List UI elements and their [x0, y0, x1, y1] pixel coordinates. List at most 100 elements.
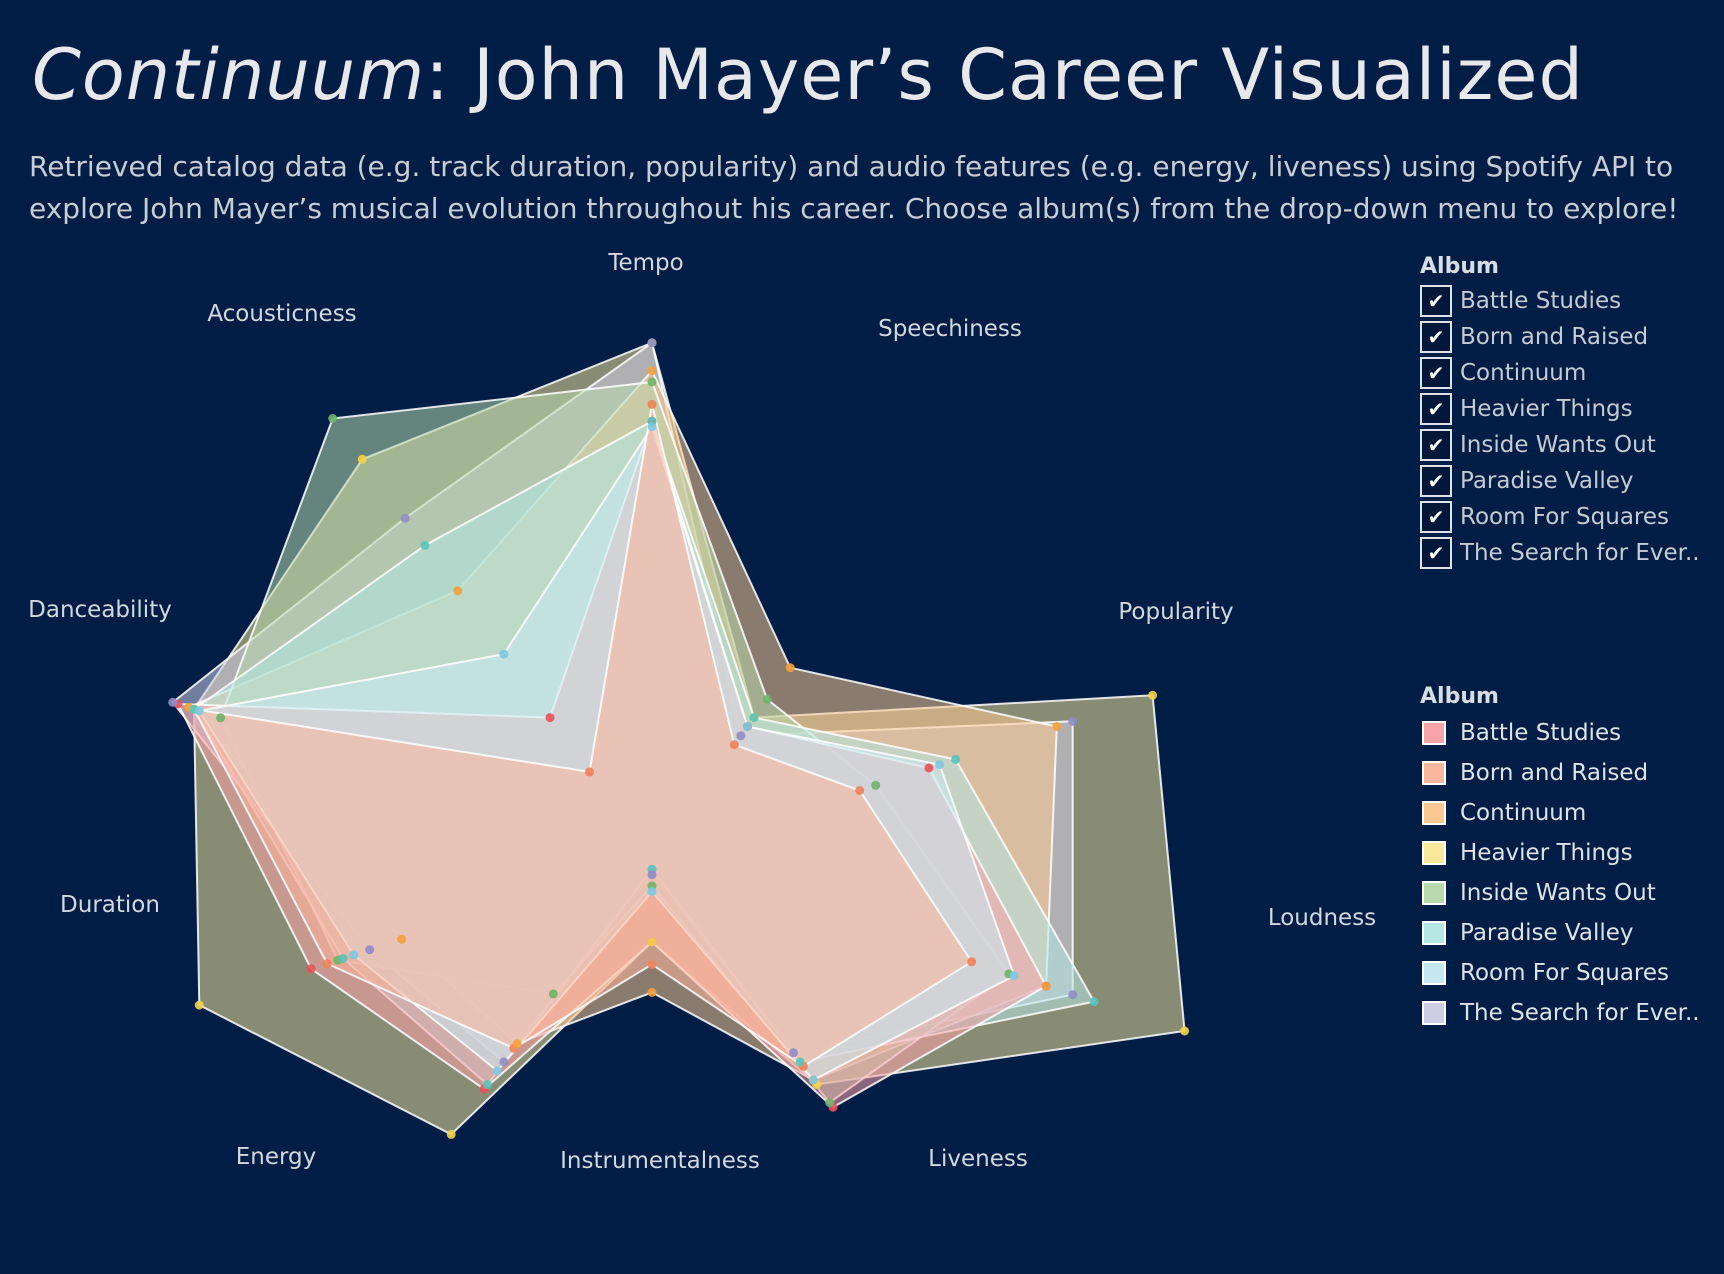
radar-data-point[interactable] — [647, 377, 657, 387]
radar-data-point[interactable] — [647, 366, 657, 376]
radar-data-point[interactable] — [1148, 690, 1158, 700]
legend-item[interactable]: Battle Studies — [1420, 713, 1700, 753]
album-filter-title: Album — [1420, 254, 1499, 279]
checkbox[interactable]: ✔ — [1420, 429, 1452, 461]
radar-data-point[interactable] — [420, 540, 430, 550]
radar-data-point[interactable] — [647, 870, 657, 880]
axis-label-tempo: Tempo — [607, 250, 683, 276]
radar-data-point[interactable] — [492, 1066, 502, 1076]
radar-data-point[interactable] — [789, 1048, 798, 1058]
checkmark-icon: ✔ — [1427, 469, 1445, 493]
radar-data-point[interactable] — [1068, 716, 1078, 726]
album-filter-item[interactable]: ✔ Paradise Valley — [1420, 463, 1700, 499]
checkbox[interactable]: ✔ — [1420, 537, 1452, 569]
radar-data-point[interactable] — [482, 1080, 492, 1089]
legend-swatch — [1422, 801, 1446, 825]
radar-data-point[interactable] — [729, 740, 739, 750]
radar-data-point[interactable] — [924, 763, 934, 773]
radar-data-point[interactable] — [647, 987, 657, 997]
album-filter-item[interactable]: ✔ Continuum — [1420, 355, 1700, 391]
legend-item[interactable]: Heavier Things — [1420, 833, 1700, 873]
radar-data-point[interactable] — [855, 786, 865, 795]
axis-label-acousticness: Acousticness — [207, 301, 356, 327]
checkbox[interactable]: ✔ — [1420, 285, 1452, 317]
radar-data-point[interactable] — [365, 945, 375, 955]
radar-data-point[interactable] — [453, 586, 463, 596]
album-filter-item[interactable]: ✔ Inside Wants Out — [1420, 427, 1700, 463]
checkbox[interactable]: ✔ — [1420, 501, 1452, 533]
radar-data-point[interactable] — [499, 1057, 509, 1067]
axis-label-liveness: Liveness — [928, 1146, 1028, 1172]
radar-data-point[interactable] — [349, 950, 359, 960]
radar-data-point[interactable] — [168, 697, 178, 707]
radar-data-point[interactable] — [216, 713, 226, 723]
album-filter-item[interactable]: ✔ Battle Studies — [1420, 283, 1700, 319]
radar-data-point[interactable] — [808, 1075, 818, 1085]
radar-data-point[interactable] — [328, 414, 338, 423]
album-filter-label: The Search for Ever.. — [1460, 540, 1700, 566]
radar-data-point[interactable] — [749, 713, 759, 723]
radar-points-layer — [168, 338, 1190, 1139]
album-filter-item[interactable]: ✔ Born and Raised — [1420, 319, 1700, 355]
checkmark-icon: ✔ — [1427, 433, 1445, 457]
album-filter-item[interactable]: ✔ Heavier Things — [1420, 391, 1700, 427]
checkbox[interactable]: ✔ — [1420, 357, 1452, 389]
radar-data-point[interactable] — [647, 338, 657, 348]
radar-data-point[interactable] — [1052, 722, 1062, 731]
album-filter-item[interactable]: ✔ The Search for Ever.. — [1420, 535, 1700, 571]
radar-data-point[interactable] — [400, 513, 410, 523]
radar-axis-labels: Tempo Speechiness Popularity Loudness Livene… — [28, 250, 1376, 1174]
radar-data-point[interactable] — [647, 422, 657, 432]
radar-data-point[interactable] — [545, 713, 555, 723]
album-filter-item[interactable]: ✔ Room For Squares — [1420, 499, 1700, 535]
album-legend-title: Album — [1420, 684, 1499, 709]
legend-label: Room For Squares — [1460, 960, 1670, 986]
radar-data-point[interactable] — [1068, 990, 1078, 1000]
radar-data-point[interactable] — [1089, 997, 1099, 1007]
radar-data-point[interactable] — [194, 706, 204, 716]
radar-data-point[interactable] — [585, 767, 594, 777]
radar-data-point[interactable] — [1041, 981, 1051, 991]
radar-data-point[interactable] — [499, 649, 509, 659]
checkmark-icon: ✔ — [1427, 505, 1445, 529]
legend-item[interactable]: Room For Squares — [1420, 953, 1700, 993]
radar-data-point[interactable] — [743, 722, 752, 732]
radar-data-point[interactable] — [647, 959, 657, 969]
radar-data-point[interactable] — [935, 760, 945, 770]
radar-data-point[interactable] — [647, 937, 657, 947]
legend-item[interactable]: Paradise Valley — [1420, 913, 1700, 953]
radar-data-point[interactable] — [647, 399, 657, 409]
radar-data-point[interactable] — [512, 1039, 522, 1049]
radar-data-point[interactable] — [951, 754, 961, 764]
radar-data-point[interactable] — [338, 953, 348, 963]
checkbox[interactable]: ✔ — [1420, 321, 1452, 353]
legend-label: Born and Raised — [1460, 760, 1649, 786]
checkbox[interactable]: ✔ — [1420, 393, 1452, 425]
radar-data-point[interactable] — [647, 887, 657, 897]
radar-data-point[interactable] — [306, 964, 316, 974]
legend-item[interactable]: Born and Raised — [1420, 753, 1700, 793]
radar-data-point[interactable] — [357, 454, 367, 464]
radar-data-point[interactable] — [736, 731, 746, 741]
legend-item[interactable]: Continuum — [1420, 793, 1700, 833]
radar-data-point[interactable] — [871, 780, 881, 790]
legend-swatch — [1422, 961, 1446, 985]
radar-data-point[interactable] — [785, 663, 795, 673]
radar-data-point[interactable] — [322, 959, 332, 969]
radar-data-point[interactable] — [967, 957, 977, 967]
radar-data-point[interactable] — [825, 1098, 835, 1108]
radar-data-point[interactable] — [1009, 971, 1019, 981]
radar-data-point[interactable] — [446, 1129, 456, 1139]
legend-item[interactable]: The Search for Ever.. — [1420, 993, 1700, 1033]
checkbox[interactable]: ✔ — [1420, 465, 1452, 497]
title-rest: : John Mayer’s Career Visualized — [425, 34, 1584, 116]
radar-data-point[interactable] — [1180, 1026, 1190, 1036]
radar-data-point[interactable] — [397, 934, 407, 944]
radar-data-point[interactable] — [795, 1057, 805, 1067]
radar-data-point[interactable] — [762, 694, 772, 704]
legend-swatch — [1422, 721, 1446, 745]
album-filter-label: Inside Wants Out — [1460, 432, 1656, 458]
legend-item[interactable]: Inside Wants Out — [1420, 873, 1700, 913]
radar-data-point[interactable] — [548, 989, 558, 999]
radar-data-point[interactable] — [194, 1000, 204, 1010]
